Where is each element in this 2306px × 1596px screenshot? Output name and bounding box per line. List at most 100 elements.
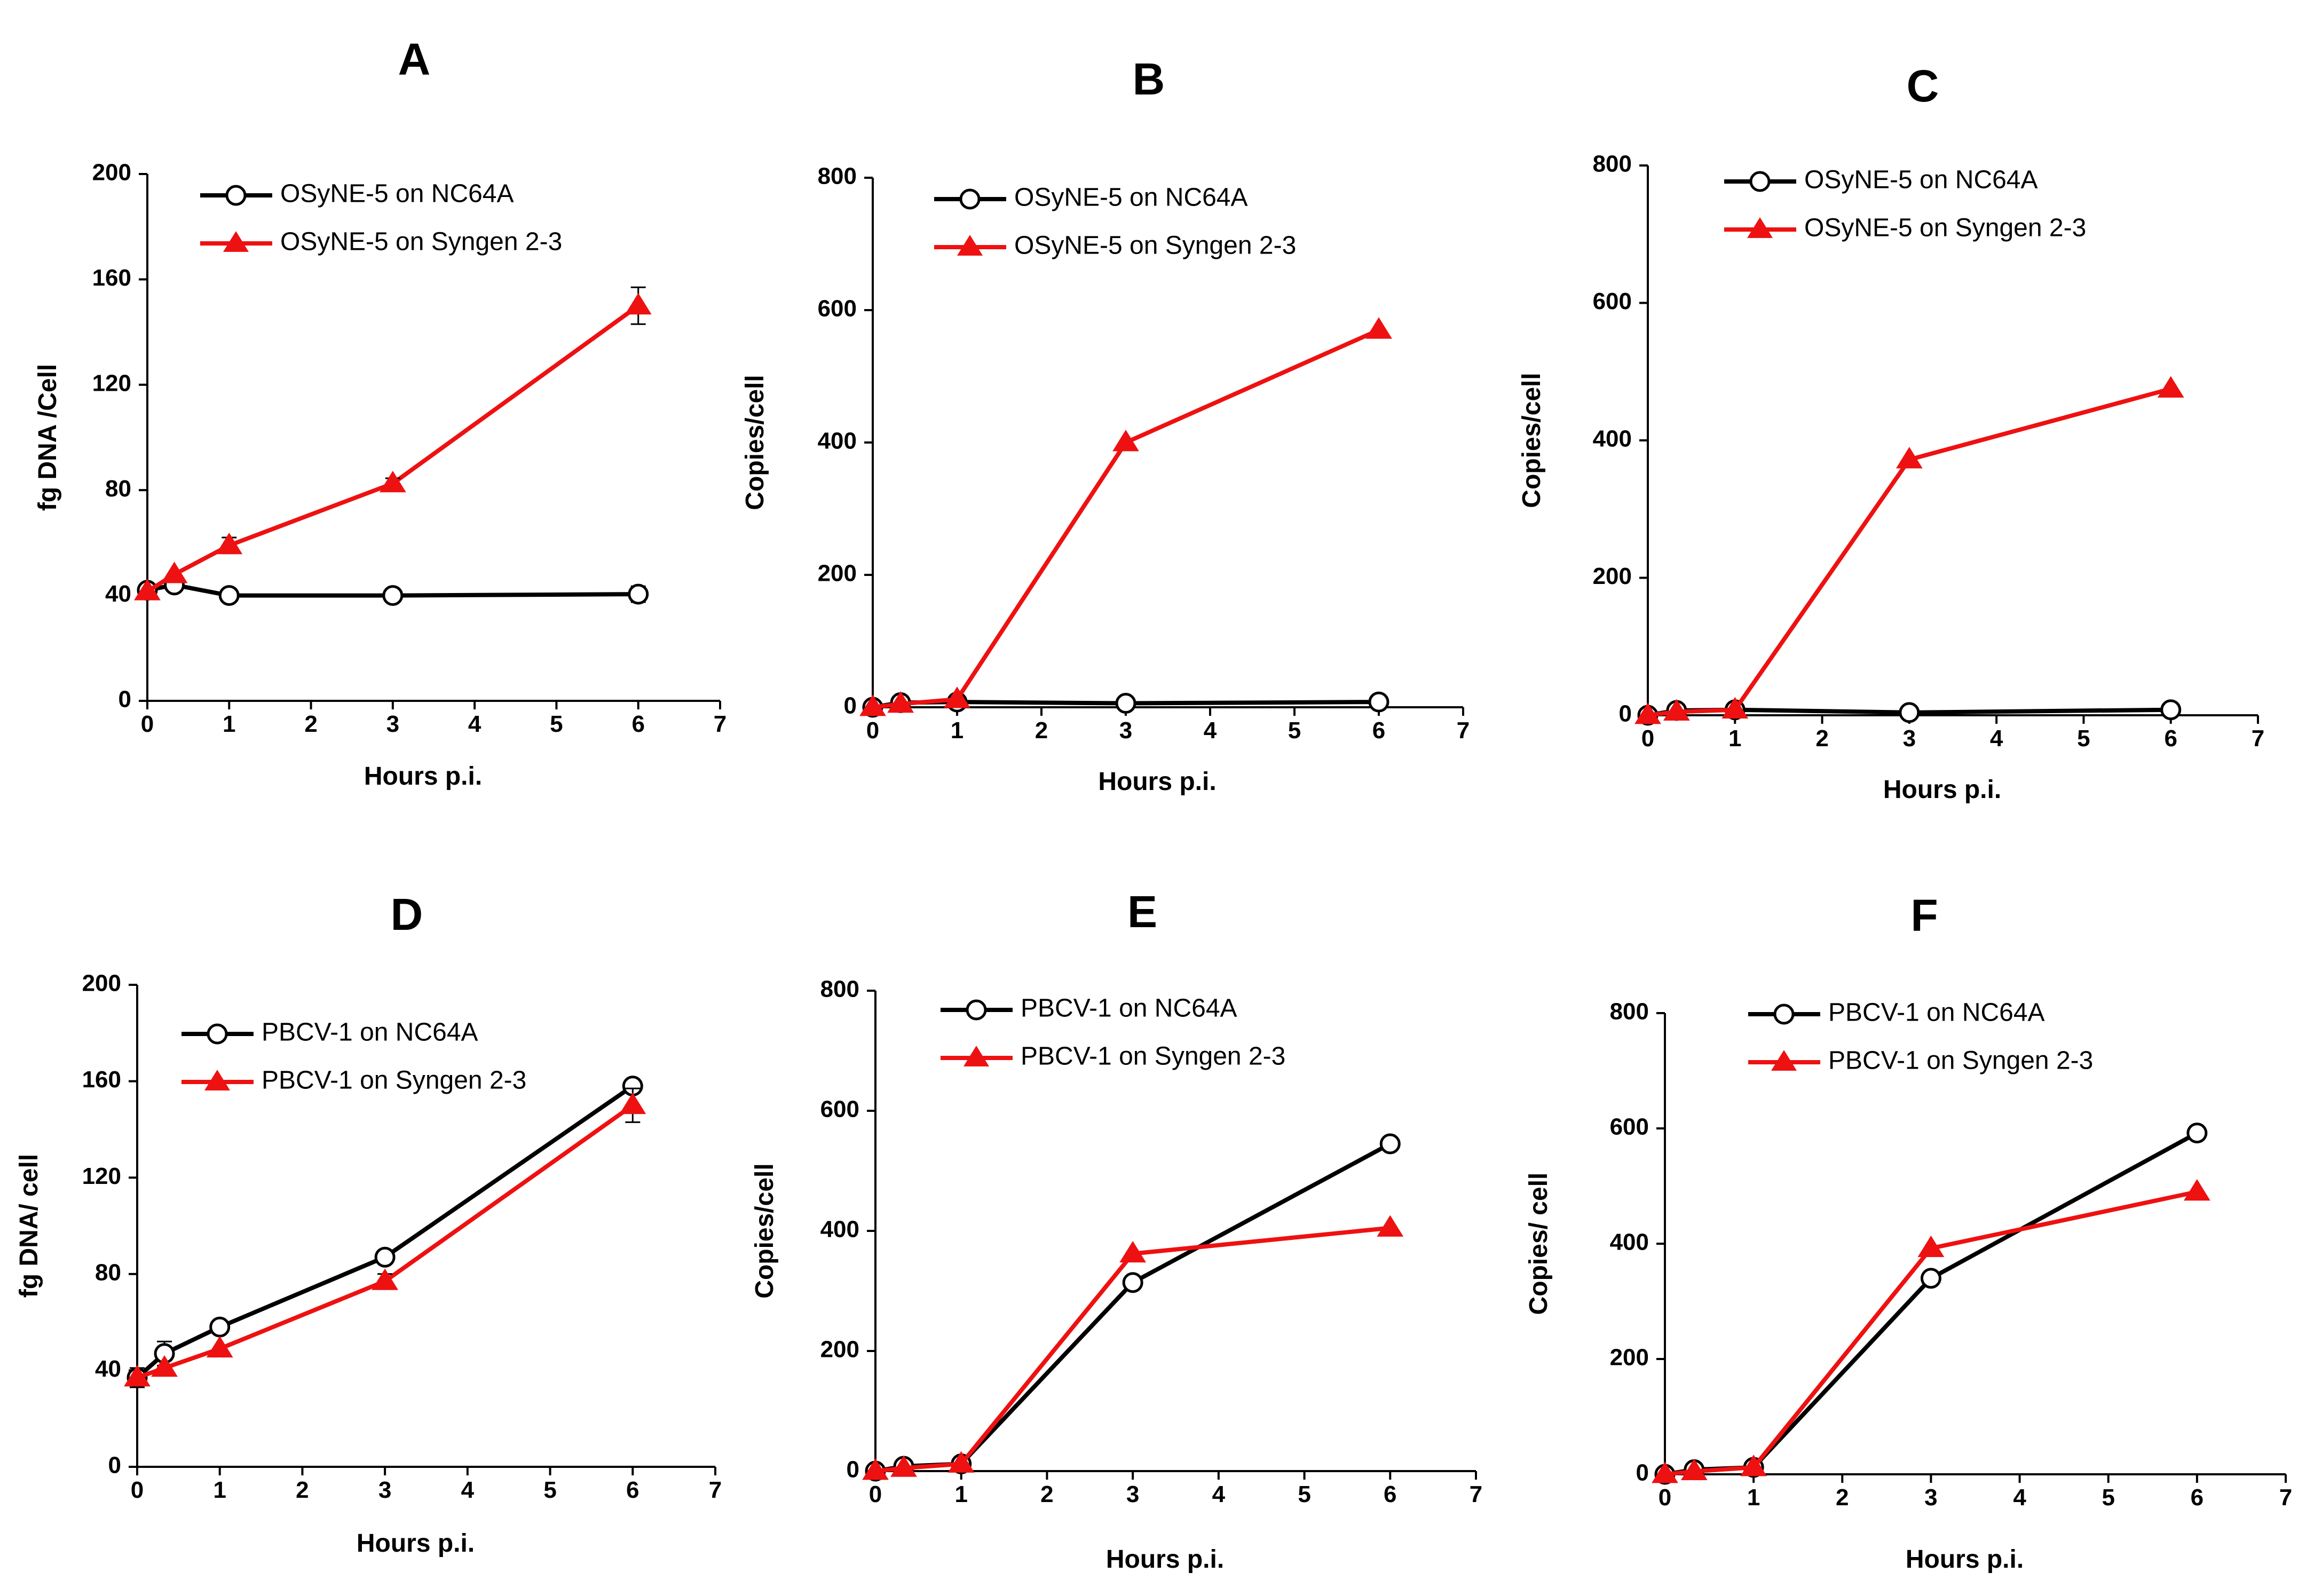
panel-b-title: B <box>1133 54 1165 104</box>
panel-e-xlabel: Hours p.i. <box>1106 1545 1224 1574</box>
panel-d-ytick-label: 40 <box>95 1356 121 1382</box>
panel-b-ytick-label: 600 <box>818 296 857 322</box>
panel-a-series-1-point <box>218 585 240 606</box>
panel-b-xlabel: Hours p.i. <box>1098 768 1216 796</box>
panel-c-xtick-label: 1 <box>1728 725 1741 752</box>
panel-e-series-2-point <box>890 1455 917 1477</box>
panel-f-ytick-label: 200 <box>1610 1345 1649 1371</box>
panel-a-series-2-point <box>625 293 652 315</box>
panel-b-ytick-label: 400 <box>818 428 857 454</box>
panel-a-xtick-label: 2 <box>304 711 317 737</box>
panel-d-ytick-label: 200 <box>82 970 121 997</box>
panel-c-series-2-point <box>1634 702 1661 724</box>
panel-c-ylabel: Copies/cell <box>1518 373 1546 508</box>
panel-b-legend-2-label: OSyNE-5 on Syngen 2-3 <box>1014 232 1296 260</box>
panel-d-xtick-label: 6 <box>626 1477 639 1503</box>
panel-d-xtick-label: 2 <box>296 1477 309 1503</box>
panel-d-legend-2-label: PBCV-1 on Syngen 2-3 <box>262 1066 526 1095</box>
panel-e-legend-2-label: PBCV-1 on Syngen 2-3 <box>1021 1042 1285 1071</box>
panel-c-legend-2-label: OSyNE-5 on Syngen 2-3 <box>1804 214 2086 242</box>
panel-b-legend-1-marker <box>959 188 981 210</box>
panel-b-legend-2-marker <box>957 235 983 256</box>
panel-e-legend-2-marker <box>964 1046 989 1066</box>
panel-c-xlabel: Hours p.i. <box>1883 776 2001 804</box>
panel-c-series-2-point <box>1663 699 1690 721</box>
panel-c-ytick-label: 400 <box>1593 426 1632 452</box>
panel-a-legend-1-label: OSyNE-5 on NC64A <box>280 180 514 208</box>
panel-d-xtick-label: 7 <box>709 1477 722 1503</box>
panel-c-legend-1-marker <box>1749 171 1771 192</box>
panel-f-series-1-point <box>2186 1123 2208 1144</box>
panel-d-ytick-label: 120 <box>82 1163 121 1189</box>
panel-a-series-1-point <box>382 585 404 606</box>
panel-b-series-2-point <box>1112 430 1139 452</box>
panel-d-series-2-line <box>136 1103 634 1380</box>
chart-panel-b: B 0 200 400 600 800 0 1 2 3 4 5 6 7 Hours p.i. Copies/c… <box>741 54 1470 796</box>
panel-e-ytick-label: 600 <box>820 1096 859 1123</box>
panel-d-series-1-line <box>136 1084 634 1379</box>
panel-c-xtick-label: 5 <box>2077 725 2090 752</box>
panel-e-series-2-point <box>1377 1215 1404 1237</box>
panel-c-ytick-label: 200 <box>1593 563 1632 589</box>
panel-e-xtick-label: 6 <box>1384 1481 1396 1507</box>
panel-f-xtick-label: 5 <box>2102 1484 2114 1511</box>
panel-d-series-2-point <box>206 1336 233 1358</box>
panel-c-xtick-label: 2 <box>1815 725 1828 752</box>
panel-e-series-2-line <box>875 1226 1391 1473</box>
panel-d-series-2-point <box>619 1092 646 1115</box>
panel-c-ytick-label: 600 <box>1593 288 1632 314</box>
panel-c-title: C <box>1907 61 1939 111</box>
panel-b-xtick-label: 2 <box>1035 717 1048 744</box>
panel-a-xtick-label: 4 <box>468 711 481 737</box>
panel-b-legend-1-label: OSyNE-5 on NC64A <box>1014 184 1248 212</box>
panel-b-xtick-label: 5 <box>1288 717 1301 744</box>
panel-f-legend-1-marker <box>1773 1004 1795 1025</box>
panel-a-series-2-point <box>379 470 406 493</box>
panel-a-xtick-label: 5 <box>550 711 563 737</box>
panel-c-series-2-point <box>1721 697 1749 719</box>
panel-d-xtick-label: 4 <box>461 1477 475 1503</box>
panel-f-xtick-label: 6 <box>2191 1484 2204 1511</box>
panel-a-ytick-label: 80 <box>105 476 131 502</box>
panel-a-xtick-label: 7 <box>714 711 726 737</box>
panel-b-ytick-label: 200 <box>818 560 857 587</box>
panel-c-ytick-label: 0 <box>1619 701 1632 727</box>
panel-b-series-2-line <box>872 328 1380 709</box>
panel-c-series-2-point <box>1896 447 1923 469</box>
panel-f-series-2-line <box>1664 1189 2198 1476</box>
panel-e-xtick-label: 2 <box>1040 1481 1053 1507</box>
panel-a-xtick-label: 6 <box>631 711 644 737</box>
panel-c-xtick-label: 4 <box>1990 725 2003 752</box>
panel-c-xtick-label: 3 <box>1903 725 1916 752</box>
panel-e-ytick-label: 800 <box>820 976 859 1002</box>
panel-a-ytick-label: 120 <box>92 370 131 396</box>
panel-f-xtick-label: 1 <box>1747 1484 1760 1511</box>
panel-d-legend-1-label: PBCV-1 on NC64A <box>262 1018 478 1047</box>
panel-e-series-1-point <box>1379 1133 1401 1155</box>
chart-panel-f: F 0 200 400 600 800 0 1 2 3 4 5 6 7 Hours p.i. Copies/ … <box>1525 890 2292 1574</box>
panel-e-series-1-point <box>1122 1272 1143 1293</box>
chart-panel-a: A 0 40 80 120 160 200 0 1 2 3 4 5 6 7 Hours p.i. fg DNA … <box>34 34 726 791</box>
panel-b-xtick-label: 4 <box>1204 717 1217 744</box>
panel-b-ylabel: Copies/cell <box>741 375 769 510</box>
panel-d-series-2-point <box>372 1268 399 1290</box>
panel-e-xtick-label: 0 <box>869 1481 882 1507</box>
panel-c-series-1-point <box>2160 699 2182 721</box>
panel-a-legend-1-marker <box>225 185 247 206</box>
panel-f-xtick-label: 7 <box>2279 1484 2292 1511</box>
panel-a-series-1-point <box>628 583 649 605</box>
panel-b-xtick-label: 6 <box>1372 717 1385 744</box>
panel-b-series-1-point <box>1368 691 1389 713</box>
panel-b-series-2-point <box>859 694 886 716</box>
panel-e-xtick-label: 3 <box>1126 1481 1139 1507</box>
panel-d-series-1-point <box>209 1316 231 1338</box>
panel-b-xtick-label: 7 <box>1457 717 1470 744</box>
panel-f-legend-2-marker <box>1771 1050 1797 1071</box>
panel-c-series-2-point <box>2157 376 2184 398</box>
panel-e-ytick-label: 200 <box>820 1337 859 1363</box>
panel-e-title: E <box>1127 887 1157 937</box>
panel-c-xtick-label: 6 <box>2164 725 2177 752</box>
panel-a-legend-2-marker <box>223 231 249 252</box>
panel-f-ytick-label: 400 <box>1610 1229 1649 1255</box>
panel-d-xtick-label: 1 <box>213 1477 226 1503</box>
